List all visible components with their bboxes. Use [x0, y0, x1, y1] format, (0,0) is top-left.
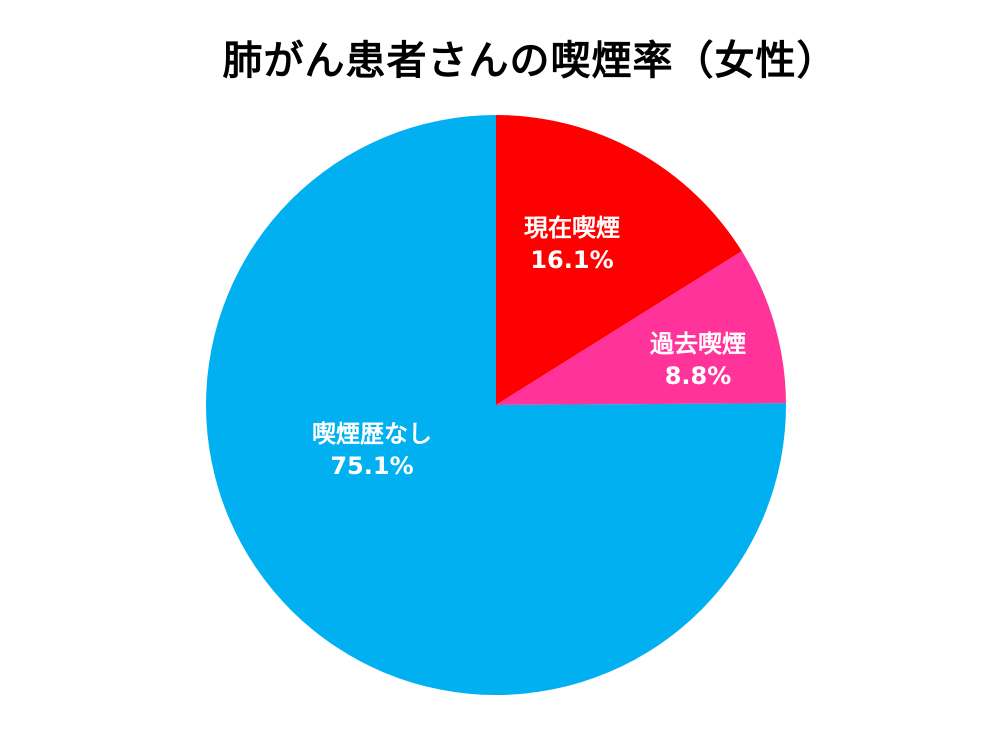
slice-label-former-smoker: 過去喫煙	[650, 330, 746, 358]
slice-label-current-smoker: 現在喫煙	[524, 214, 620, 242]
slice-value-former-smoker: 8.8%	[665, 362, 732, 390]
slice-value-current-smoker: 16.1%	[530, 246, 613, 274]
pie-slice-current-smoker	[496, 115, 742, 405]
chart-title: 肺がん患者さんの喫煙率（女性）	[222, 38, 838, 84]
pie-slice-never-smoker	[205, 115, 786, 695]
slice-label-never-smoker: 喫煙歴なし	[312, 420, 432, 448]
pie-slice-former-smoker	[496, 251, 786, 405]
slice-value-never-smoker: 75.1%	[330, 452, 413, 480]
